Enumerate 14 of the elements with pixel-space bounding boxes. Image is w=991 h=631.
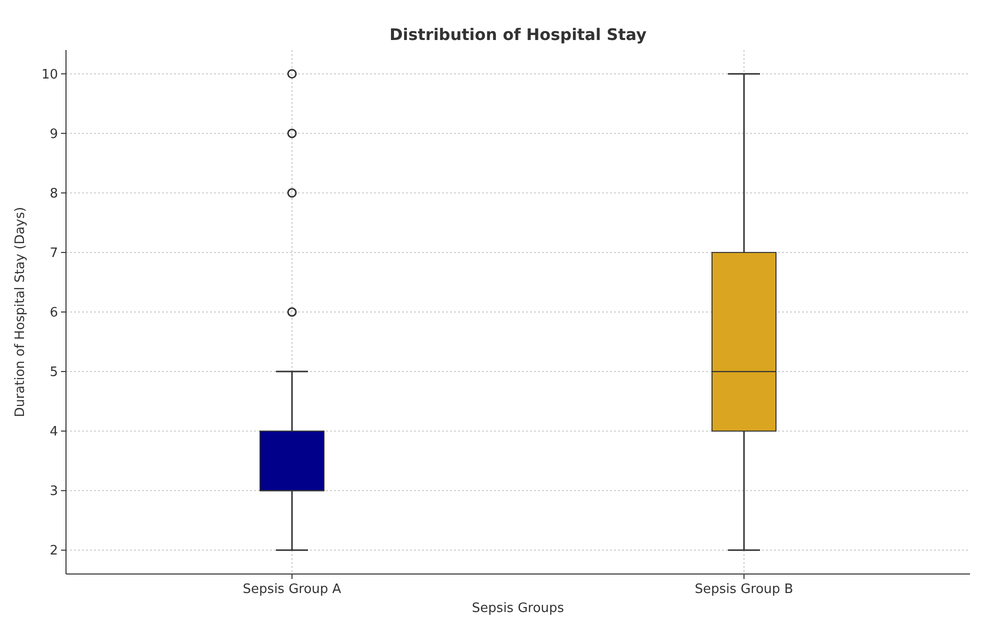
x-tick-label: Sepsis Group B (694, 582, 794, 597)
chart-title: Distribution of Hospital Stay (389, 25, 648, 44)
x-tick-label: Sepsis Group A (242, 582, 342, 597)
x-axis-title: Sepsis Groups (472, 601, 564, 616)
y-tick-label: 4 (50, 424, 58, 440)
y-tick-label: 9 (50, 126, 58, 142)
y-tick-label: 2 (50, 544, 58, 559)
y-axis-title: Duration of Hospital Stay (Days) (13, 206, 28, 418)
y-tick-label: 7 (50, 246, 58, 262)
y-tick-label: 3 (50, 484, 58, 500)
y-tick-label: 5 (50, 365, 58, 380)
y-tick-label: 6 (50, 306, 58, 321)
y-tick-label: 8 (50, 186, 58, 202)
y-tick-label: 10 (41, 67, 58, 82)
